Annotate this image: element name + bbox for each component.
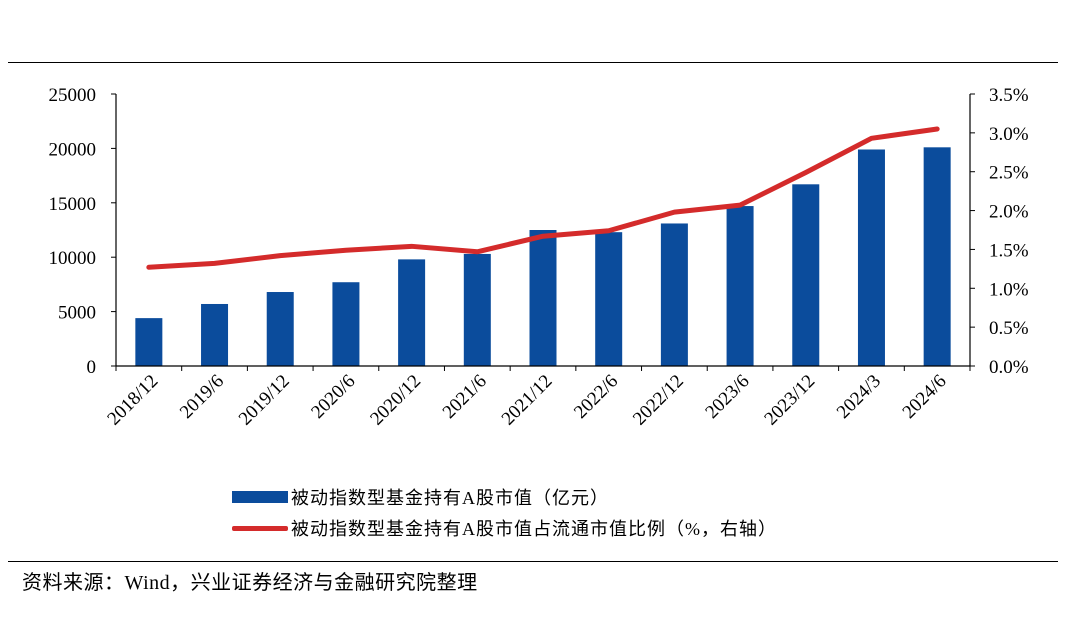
bar-2022/12 [660,223,688,366]
x-tick-label: 2022/6 [570,371,622,423]
ratio-line [146,126,940,270]
y-right-tick-label: 2.5% [989,163,1029,184]
source-note: 资料来源：Wind，兴业证券经济与金融研究院整理 [22,572,478,594]
legend-line-label: 被动指数型基金持有A股市值占流通市值比例（%，右轴） [291,519,777,539]
legend-item-bar: 被动指数型基金持有A股市值（亿元） [232,484,609,510]
x-tick-label: 2019/12 [235,371,294,430]
y-left-tick-label: 0 [87,357,97,378]
x-tick-label: 2024/3 [833,371,885,423]
y-right-tick-label: 0.5% [989,318,1029,339]
x-tick-label: 2023/6 [701,371,753,423]
x-tick-label: 2021/12 [498,371,557,430]
y-left-tick-label: 10000 [49,248,97,269]
bar-2020/6 [332,282,360,366]
y-left-tick-label: 15000 [49,194,97,215]
bottom-rule [8,561,1058,562]
y-left-tick-label: 25000 [49,85,97,106]
legend-item-line: 被动指数型基金持有A股市值占流通市值比例（%，右轴） [232,515,777,541]
y-right-tick-label: 1.0% [989,279,1029,300]
x-tick-label: 2023/12 [760,371,819,430]
legend-line-swatch [232,525,288,531]
y-right-tick-label: 1.5% [989,240,1029,261]
x-tick-label: 2019/6 [176,371,228,423]
x-tick-label: 2024/6 [899,371,951,423]
y-right-tick-label: 3.5% [989,85,1029,106]
y-left-tick-label: 5000 [58,303,96,324]
y-left-tick-label: 20000 [49,139,97,160]
bar-2023/12 [792,184,820,366]
top-rule [8,62,1058,63]
bar-2019/6 [201,303,229,366]
bar-2023/6 [726,206,754,366]
legend-bar-swatch [232,491,288,503]
bar-2022/6 [595,232,623,366]
chart: 0 5000 10000 15000 20000 25000 0.0% 0.5% 1.0% 1.5… [49,85,1029,430]
y-right-tick-label: 2.0% [989,202,1029,223]
bar-2021/12 [529,230,557,366]
x-tick-label: 2020/12 [366,371,425,430]
x-tick-label: 2020/6 [307,371,359,423]
bar-2019/12 [266,292,294,366]
x-tick-label: 2021/6 [439,371,491,423]
bar-2021/6 [463,253,491,366]
bar-2020/12 [398,259,426,366]
y-right-tick-label: 0.0% [989,357,1029,378]
legend-bar-label: 被动指数型基金持有A股市值（亿元） [291,488,609,508]
bar-2024/3 [857,149,885,366]
bar-2018/12 [135,318,163,366]
x-tick-label: 2018/12 [103,371,162,430]
y-right-tick-label: 3.0% [989,124,1029,145]
bar-2024/6 [923,147,951,366]
x-tick-label: 2022/12 [629,371,688,430]
